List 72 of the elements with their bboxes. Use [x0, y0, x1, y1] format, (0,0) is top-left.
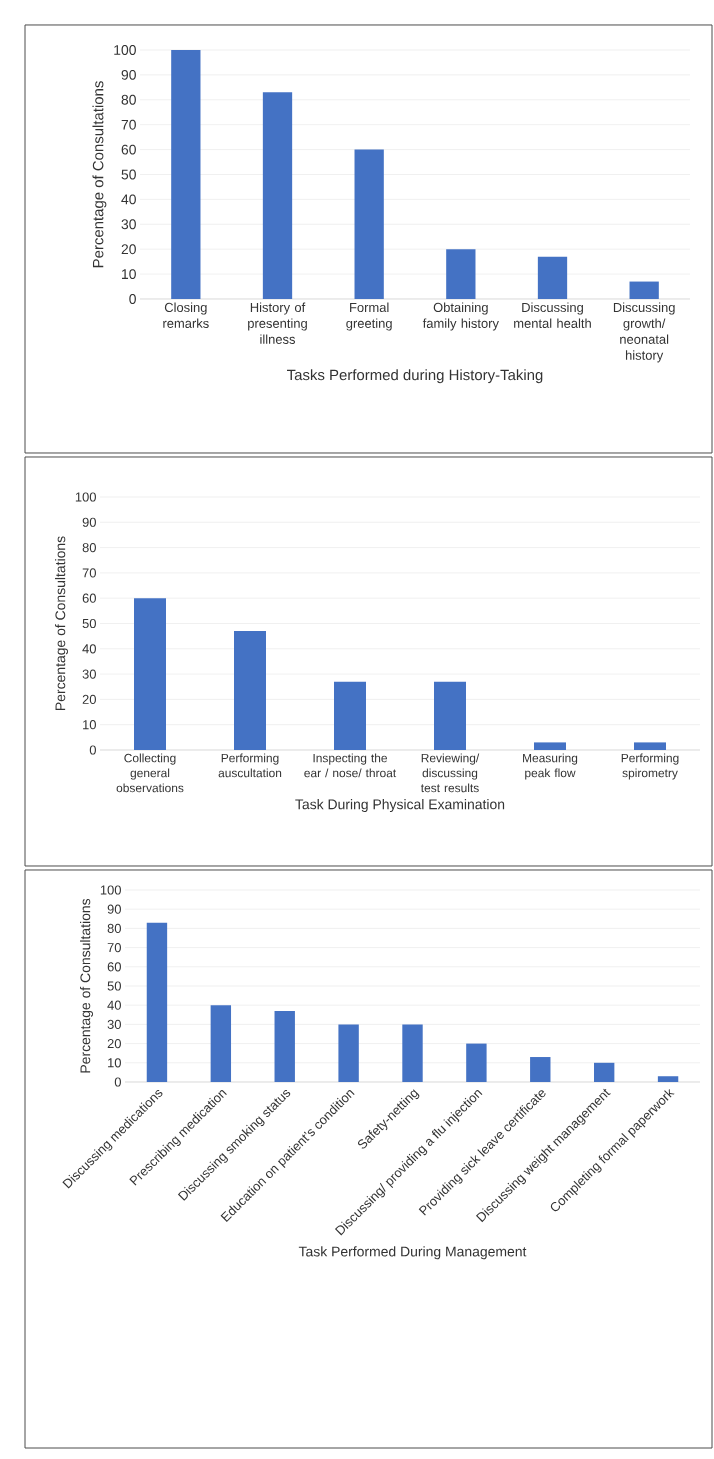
y-tick-label: 90 [82, 517, 96, 527]
x-tick-label: History of presenting illness [248, 302, 307, 344]
y-tick-label: 90 [107, 904, 121, 914]
y-tick-label: 0 [129, 294, 136, 304]
bar [234, 631, 266, 750]
y-tick-label: 30 [121, 219, 136, 230]
y-tick-label: 80 [121, 94, 136, 105]
y-tick-label: 100 [75, 492, 96, 502]
y-tick-label: 0 [114, 1077, 121, 1087]
x-tick-label: Closing remarks [163, 302, 209, 328]
y-tick-label: 0 [89, 745, 96, 755]
bar [534, 742, 566, 750]
y-tick-label: 80 [82, 543, 96, 553]
y-tick-label: 50 [121, 169, 136, 180]
bar [634, 742, 666, 750]
y-tick-label: 50 [107, 981, 121, 991]
y-tick-label: 100 [100, 885, 121, 895]
x-tick-label: Reviewing/ discussing test results [420, 753, 480, 793]
bar [338, 1024, 359, 1082]
bar [657, 1076, 679, 1082]
y-tick-label: 40 [121, 194, 136, 205]
bar [434, 681, 466, 750]
y-axis-title: Percentage of Consultations [92, 81, 107, 268]
y-tick-label: 60 [107, 962, 121, 972]
x-tick-label: Performing spirometry [621, 753, 679, 780]
y-axis-title: Percentage of Consultations [55, 536, 69, 710]
bar [171, 49, 201, 299]
x-tick-label: Discussing mental health [514, 302, 591, 328]
bar [134, 598, 166, 750]
y-tick-label: 20 [82, 694, 96, 704]
bar [446, 249, 476, 299]
y-tick-label: 20 [121, 244, 136, 255]
bar [354, 149, 384, 299]
x-tick-label: Measuring peak flow [523, 753, 578, 780]
x-tick-label: Performing auscultation [218, 753, 282, 778]
y-tick-label: 70 [107, 943, 121, 953]
y-tick-label: 30 [82, 669, 96, 679]
bar [593, 1062, 615, 1082]
y-tick-label: 50 [82, 618, 96, 629]
y-tick-label: 20 [107, 1039, 121, 1049]
x-tick-label: Inspecting the ear / nose/ throat [304, 753, 397, 778]
bar [537, 256, 568, 299]
x-tick-label: Formal greeting [346, 302, 392, 331]
bar [530, 1057, 551, 1082]
y-tick-label: 10 [83, 720, 96, 730]
y-tick-label: 10 [122, 269, 136, 280]
y-tick-label: 70 [121, 119, 136, 130]
x-axis-title: Task Performed During Management [298, 1246, 527, 1260]
x-tick-label: Obtaining family history [422, 302, 499, 331]
y-axis-title: Percentage of Consultations [80, 898, 94, 1073]
y-tick-label: 80 [107, 923, 121, 933]
y-tick-label: 10 [108, 1058, 121, 1068]
bar [262, 92, 293, 299]
bar [629, 281, 659, 299]
x-tick-label: Collecting general observations [116, 753, 184, 793]
x-tick-label: Discussing growth/ neonatal history [613, 302, 675, 363]
y-tick-label: 60 [82, 593, 96, 603]
bar [274, 1010, 295, 1082]
x-axis-title: Task During Physical Examination [295, 799, 505, 813]
y-tick-label: 90 [121, 69, 136, 80]
bar [466, 1043, 487, 1082]
bar [334, 681, 366, 750]
y-tick-label: 40 [107, 1000, 121, 1010]
y-tick-label: 100 [114, 45, 136, 55]
y-tick-label: 70 [82, 568, 96, 578]
y-tick-label: 60 [121, 144, 136, 155]
bar [146, 922, 168, 1082]
bar [210, 1005, 232, 1082]
y-tick-label: 40 [82, 644, 96, 654]
x-axis-title: Tasks Performed during History-Taking [287, 369, 543, 384]
bar [402, 1024, 423, 1082]
y-tick-label: 30 [107, 1019, 121, 1029]
